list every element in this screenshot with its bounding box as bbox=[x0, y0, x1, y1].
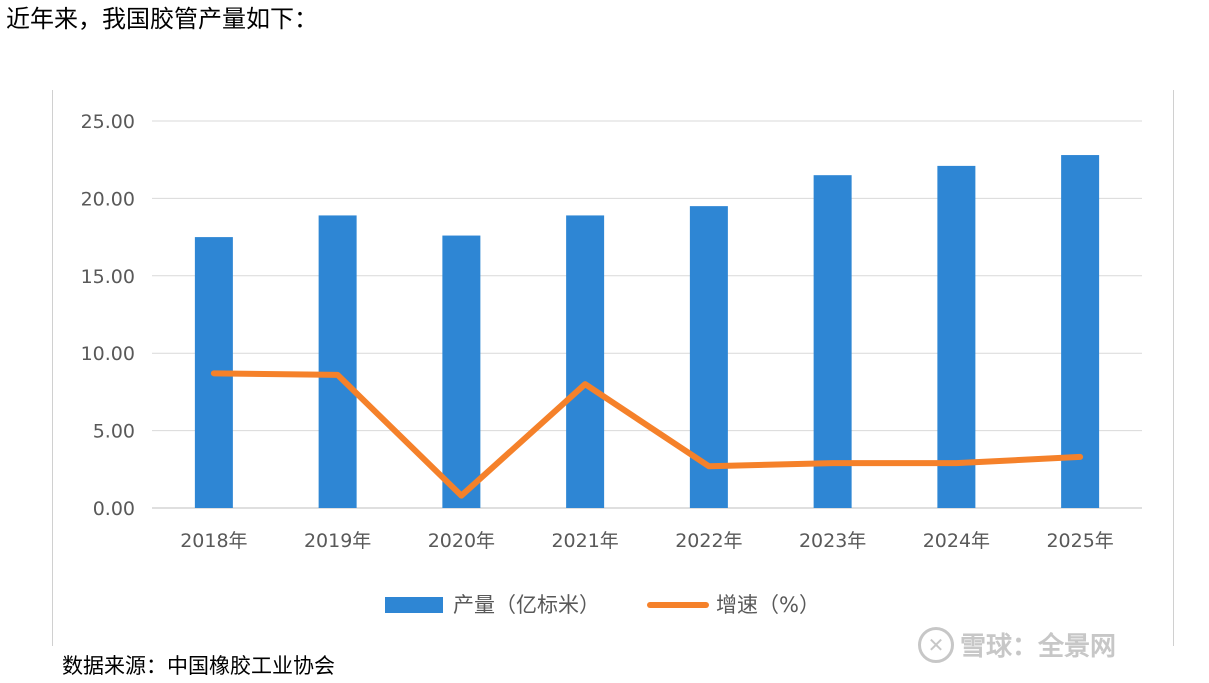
y-tick-label: 0.00 bbox=[93, 498, 135, 520]
chart-container: 0.00 5.00 10.00 15.00 20.00 25.00 2018年 2019年 2… bbox=[52, 90, 1174, 646]
bar bbox=[318, 215, 357, 508]
intro-text: 近年来，我国胶管产量如下： bbox=[6, 5, 318, 33]
legend-bar-swatch bbox=[385, 597, 443, 613]
y-tick-label: 25.00 bbox=[81, 111, 135, 133]
watermark: ✕ 雪球：全景网 bbox=[918, 626, 1116, 663]
snowball-logo-icon: ✕ bbox=[918, 626, 954, 663]
x-axis-tick-labels: 2018年 2019年 2020年 2021年 2022年 2023年 2024年 2025年 bbox=[180, 530, 1114, 552]
x-tick-label: 2021年 bbox=[551, 530, 618, 552]
y-tick-label: 5.00 bbox=[93, 421, 135, 443]
x-tick-label: 2025年 bbox=[1046, 530, 1113, 552]
y-tick-label: 10.00 bbox=[81, 343, 135, 365]
legend-line-label: 增速（%） bbox=[716, 593, 820, 617]
y-tick-label: 20.00 bbox=[81, 188, 135, 210]
grid-lines bbox=[152, 120, 1142, 509]
legend: 产量（亿标米） 增速（%） bbox=[385, 593, 820, 617]
x-tick-label: 2020年 bbox=[428, 530, 495, 552]
chart-border-left bbox=[52, 90, 53, 646]
x-tick-label: 2018年 bbox=[180, 530, 247, 552]
x-tick-label: 2023年 bbox=[799, 530, 866, 552]
growth-rate-line bbox=[210, 370, 1084, 499]
bar-series bbox=[194, 155, 1100, 508]
legend-bar-label: 产量（亿标米） bbox=[453, 593, 600, 617]
chart-border-right bbox=[1173, 90, 1174, 646]
watermark-text: 雪球：全景网 bbox=[960, 632, 1117, 662]
source-note: 数据来源：中国橡胶工业协会 bbox=[62, 654, 335, 678]
y-axis-tick-labels: 0.00 5.00 10.00 15.00 20.00 25.00 bbox=[81, 111, 135, 520]
x-tick-label: 2022年 bbox=[675, 530, 742, 552]
bar bbox=[442, 235, 481, 508]
bar bbox=[937, 165, 976, 508]
bar bbox=[566, 215, 605, 508]
bar bbox=[813, 175, 852, 508]
x-tick-label: 2019年 bbox=[304, 530, 371, 552]
x-tick-label: 2024年 bbox=[923, 530, 990, 552]
y-tick-label: 15.00 bbox=[81, 266, 135, 288]
bar bbox=[1061, 155, 1100, 508]
